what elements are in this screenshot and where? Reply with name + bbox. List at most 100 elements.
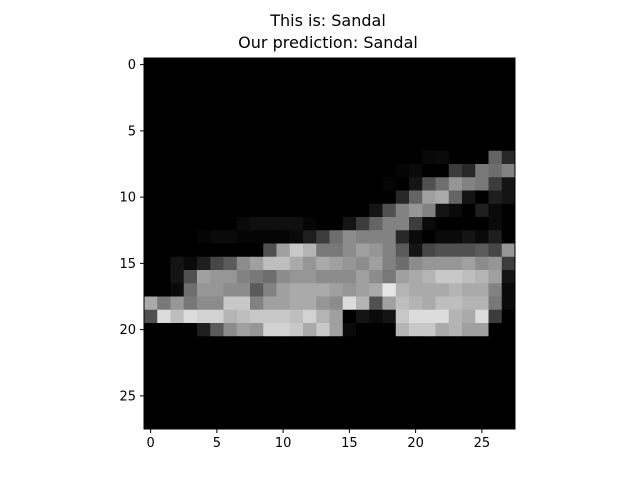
heatmap-cell [342,256,357,271]
heatmap-cell [303,323,317,337]
heatmap-cell [342,203,357,218]
heatmap-cell [144,111,158,125]
heatmap-cell [369,256,383,271]
heatmap-cell [157,256,171,271]
heatmap-cell [448,256,463,271]
heatmap-cell [395,309,410,324]
heatmap-cell [210,217,224,231]
heatmap-cell [356,111,370,125]
heatmap-cell [183,376,198,390]
heatmap-cell [183,230,198,244]
heatmap-cell [276,217,291,231]
heatmap-cell [342,58,357,72]
heatmap-cell [435,376,450,390]
heatmap-cell [448,137,463,152]
heatmap-cell [488,137,503,152]
heatmap-cell [501,336,516,350]
heatmap-cell [395,97,410,112]
heatmap-cell [210,111,224,125]
heatmap-cell [197,256,211,271]
heatmap-cell [369,296,383,311]
heatmap-cell [395,203,410,218]
heatmap-cell [395,362,410,377]
heatmap-cell [501,270,516,284]
heatmap-cell [488,256,503,271]
heatmap-cell [223,389,238,403]
heatmap-cell [395,111,410,125]
heatmap-cell [462,336,476,350]
heatmap-cell [223,71,238,85]
heatmap-cell [289,58,304,72]
heatmap-cell [303,150,317,165]
heatmap-cell [250,362,264,377]
heatmap-cell [157,389,171,403]
heatmap-cell [342,71,357,85]
heatmap-cell [276,230,291,244]
heatmap-cell [144,71,158,85]
heatmap-cell [409,256,423,271]
heatmap-cell [223,84,238,99]
heatmap-cell [435,256,450,271]
heatmap-cell [395,190,410,205]
heatmap-cell [197,402,211,417]
heatmap-cell [289,111,304,125]
heatmap-cell [382,97,397,112]
heatmap-cell [409,415,423,430]
heatmap-cell [435,177,450,191]
heatmap-cell [342,190,357,205]
heatmap-cell [210,296,224,311]
heatmap-cell [183,415,198,430]
heatmap-cell [501,84,516,99]
heatmap-cell [448,124,463,138]
heatmap-cell [316,124,330,138]
heatmap-cell [409,124,423,138]
heatmap-cell [263,58,277,72]
heatmap-cell [250,150,264,165]
heatmap-cell [303,270,317,284]
heatmap-cell [409,402,423,417]
heatmap-cell [382,402,397,417]
heatmap-cell [448,349,463,364]
heatmap-cell [369,217,383,231]
heatmap-cell [395,376,410,390]
heatmap-cell [303,124,317,138]
heatmap-cell [183,124,198,138]
heatmap-cell [223,309,238,324]
heatmap-cell [435,402,450,417]
heatmap-cell [236,71,251,85]
heatmap-cell [157,84,171,99]
heatmap-cell [210,270,224,284]
heatmap-cell [144,349,158,364]
heatmap-cell [462,389,476,403]
heatmap-cell [448,362,463,377]
heatmap-cell [382,243,397,258]
heatmap-cell [197,177,211,191]
heatmap-cell [369,177,383,191]
heatmap-cell [263,336,277,350]
heatmap-cell [210,349,224,364]
heatmap-cell [369,137,383,152]
heatmap-cell [409,84,423,99]
heatmap-cell [475,190,489,205]
heatmap-cell [356,71,370,85]
heatmap-cell [223,243,238,258]
heatmap-cell [250,124,264,138]
heatmap-cell [488,111,503,125]
heatmap-cell [435,203,450,218]
heatmap-cell [448,217,463,231]
heatmap-cell [250,415,264,430]
heatmap-cell [369,203,383,218]
heatmap-cell [223,283,238,297]
heatmap-cell [462,71,476,85]
heatmap-cell [210,164,224,178]
heatmap-cell [263,137,277,152]
heatmap-cell [210,402,224,417]
heatmap-cell [316,230,330,244]
heatmap-cell [263,349,277,364]
heatmap-cell [422,137,436,152]
heatmap-cell [356,296,370,311]
heatmap-cell [170,150,185,165]
x-tick-label: 25 [474,436,491,451]
heatmap-cell [183,58,198,72]
heatmap-cell [210,230,224,244]
